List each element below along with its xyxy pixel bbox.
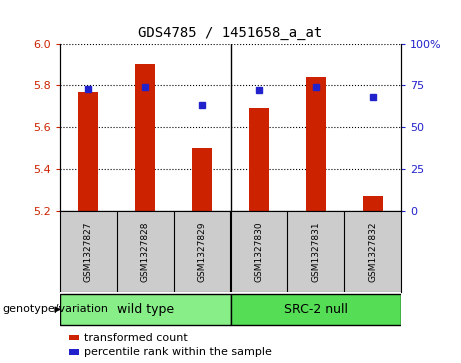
Bar xyxy=(249,108,269,211)
Bar xyxy=(135,64,155,211)
Text: GSM1327828: GSM1327828 xyxy=(141,221,150,282)
Text: transformed count: transformed count xyxy=(84,333,188,343)
Title: GDS4785 / 1451658_a_at: GDS4785 / 1451658_a_at xyxy=(138,26,323,40)
Bar xyxy=(78,91,98,211)
Bar xyxy=(306,77,326,211)
Text: GSM1327830: GSM1327830 xyxy=(254,221,263,282)
Bar xyxy=(60,294,230,325)
Text: SRC-2 null: SRC-2 null xyxy=(284,303,348,316)
Text: GSM1327829: GSM1327829 xyxy=(198,221,207,282)
Text: wild type: wild type xyxy=(117,303,174,316)
Text: GSM1327827: GSM1327827 xyxy=(84,221,93,282)
Bar xyxy=(230,294,401,325)
Bar xyxy=(363,196,383,211)
Text: genotype/variation: genotype/variation xyxy=(2,305,108,314)
Bar xyxy=(192,148,212,211)
Text: GSM1327831: GSM1327831 xyxy=(311,221,320,282)
Text: GSM1327832: GSM1327832 xyxy=(368,221,377,282)
Text: percentile rank within the sample: percentile rank within the sample xyxy=(84,347,272,357)
